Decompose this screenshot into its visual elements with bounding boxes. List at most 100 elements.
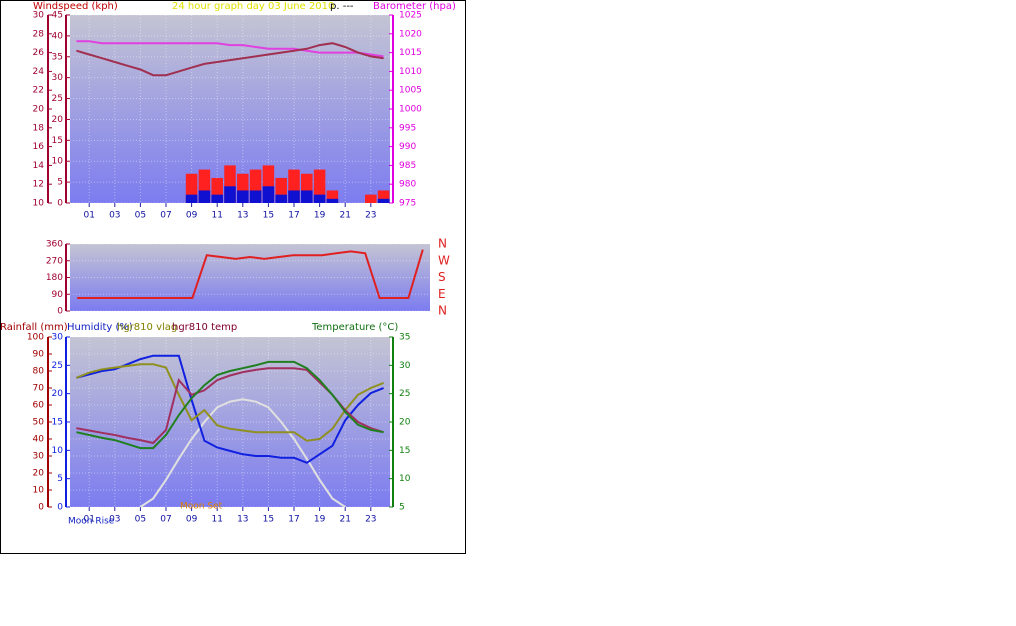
x-tick-label: 21 xyxy=(339,211,350,221)
y3-tick-label: 30 xyxy=(52,333,64,343)
x-tick-label: 03 xyxy=(109,515,120,525)
x-tick-label: 11 xyxy=(211,211,222,221)
x-tick-label: 19 xyxy=(314,515,326,525)
bar xyxy=(365,194,377,203)
y-tick-label: 0 xyxy=(57,199,63,209)
bar xyxy=(224,165,236,203)
y2-tick-label: N xyxy=(438,304,447,318)
y-tick-label: 70 xyxy=(33,384,45,394)
x-tick-label: 07 xyxy=(160,211,171,221)
bar xyxy=(211,177,223,203)
y2-tick-label: 990 xyxy=(399,142,416,152)
y2-tick-label: 15 xyxy=(399,446,410,456)
y2-tick-label: 975 xyxy=(399,199,416,209)
y2-tick-label: 10 xyxy=(399,474,411,484)
legend-entry: hgr810 vlag xyxy=(117,322,177,333)
y3-tick-label: 28 xyxy=(33,29,45,39)
x-tick-label: 05 xyxy=(135,211,146,221)
y2-tick-label: N xyxy=(438,237,447,251)
y2-tick-label: 1025 xyxy=(399,11,422,21)
y-tick-label: 270 xyxy=(46,256,63,266)
bar xyxy=(326,190,339,203)
annotation: Moon Rise xyxy=(68,517,115,527)
plots: 01 03 05 07 09 11 13 15 17 19 21 231012141618202224… xyxy=(27,11,450,525)
legend-entry: hgr810 temp xyxy=(172,322,237,333)
y2-tick-label: 985 xyxy=(399,161,416,171)
y-tick-label: 180 xyxy=(46,273,63,283)
bar xyxy=(301,173,313,203)
y-tick-label: 360 xyxy=(46,240,63,250)
y-tick-label: 0 xyxy=(38,503,44,513)
y2-label: Temperature (°C) xyxy=(311,322,398,333)
x-tick-label: 23 xyxy=(365,515,376,525)
y-label: Rainfall (mm) xyxy=(0,322,68,333)
y3-tick-label: 26 xyxy=(33,48,45,58)
y-tick-label: 5 xyxy=(57,178,63,188)
y2-tick-label: 25 xyxy=(399,389,410,399)
y-tick-label: 35 xyxy=(52,52,63,62)
x-tick-label: 13 xyxy=(237,211,248,221)
line xyxy=(77,249,424,299)
x-tick-label: 19 xyxy=(314,211,326,221)
y2-tick-label: W xyxy=(438,253,450,267)
x-tick-label: 15 xyxy=(263,515,274,525)
x-tick-label: 05 xyxy=(135,515,146,525)
x-tick-label: 03 xyxy=(109,211,120,221)
y2-tick-label: 5 xyxy=(399,503,405,513)
x-tick-label: 15 xyxy=(263,211,274,221)
bar xyxy=(198,190,211,203)
y-tick-label: 20 xyxy=(33,469,45,479)
plot-area xyxy=(70,244,430,311)
bar xyxy=(262,165,275,203)
bar xyxy=(249,190,262,203)
x-tick-label: 17 xyxy=(288,515,299,525)
x-tick-label: 01 xyxy=(83,211,94,221)
y3-tick-label: 20 xyxy=(33,105,45,115)
line xyxy=(76,363,384,442)
y-tick-label: 20 xyxy=(52,115,64,125)
bar xyxy=(377,190,390,203)
y2-tick-label: E xyxy=(438,287,446,301)
y2-tick-label: 1020 xyxy=(399,29,422,39)
y3-tick-label: 22 xyxy=(33,86,44,96)
y3-label: Humidity (%) xyxy=(67,322,133,333)
y2-tick-label: 1015 xyxy=(399,48,422,58)
bar xyxy=(185,194,198,203)
bar xyxy=(313,169,326,203)
y3-tick-label: 16 xyxy=(33,142,45,152)
line xyxy=(76,354,384,464)
x-tick-label: 21 xyxy=(339,515,350,525)
bar xyxy=(185,173,198,203)
bar xyxy=(288,190,300,203)
bar xyxy=(288,169,300,203)
line xyxy=(76,42,384,77)
bar xyxy=(313,194,326,203)
y-tick-label: 90 xyxy=(33,350,45,360)
y3-tick-label: 10 xyxy=(33,199,45,209)
bar xyxy=(237,190,249,203)
bar xyxy=(301,190,313,203)
x-tick-label: 09 xyxy=(186,211,198,221)
y2-tick-label: 995 xyxy=(399,123,416,133)
x-tick-label: 07 xyxy=(160,515,171,525)
y2-tick-label: 30 xyxy=(399,361,411,371)
chart-title: 24 hour graph day 03 June 2010 xyxy=(172,1,334,12)
y2-tick-label: 1000 xyxy=(399,105,422,115)
y2-tick-label: 35 xyxy=(399,333,410,343)
y-tick-label: 10 xyxy=(52,157,64,167)
y-tick-label: 10 xyxy=(33,486,45,496)
y3-tick-label: 25 xyxy=(52,361,63,371)
y-tick-label: 45 xyxy=(52,11,63,21)
y2-tick-label: 980 xyxy=(399,180,416,190)
x-tick-label: 01 xyxy=(83,515,94,525)
bar xyxy=(249,169,262,203)
annotation: p. --- xyxy=(330,1,354,12)
x-tick-label: 11 xyxy=(211,515,222,525)
y3-tick-label: 20 xyxy=(52,389,64,399)
y-tick-label: 50 xyxy=(33,418,45,428)
y3-tick-label: 10 xyxy=(52,446,64,456)
bar xyxy=(211,194,223,203)
y3-tick-label: 15 xyxy=(52,418,63,428)
bar xyxy=(198,169,211,203)
y2-tick-label: 20 xyxy=(399,418,411,428)
